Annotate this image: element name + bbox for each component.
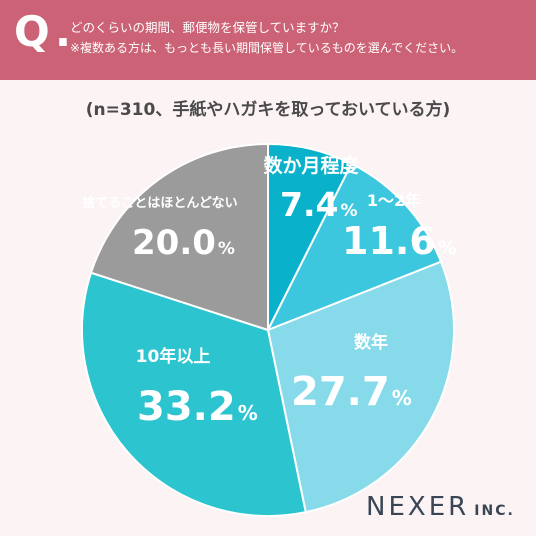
slice-value-rarely-discard: 20.0%	[132, 223, 235, 263]
logo-sub-text: INC.	[474, 503, 515, 519]
slice-label-rarely-discard: 捨てることはほとんどない	[82, 195, 237, 211]
pie-slice-10years	[81, 271, 307, 517]
pie-slice-rarely-discard	[89, 142, 269, 332]
question-text: どのくらいの期間、郵便物を保管していますか？	[70, 20, 345, 35]
slice-label-1-2years: 1〜2年	[367, 191, 421, 210]
slice-label-10years: 10年以上	[136, 346, 211, 367]
pie-slice-1-2years	[265, 162, 443, 332]
slice-value-10years: 33.2%	[137, 384, 258, 430]
pie-slice-several-years	[266, 260, 455, 514]
slice-value-several-years: 27.7%	[291, 369, 412, 415]
logo-main-text: NEXER	[366, 492, 470, 522]
company-logo: NEXER INC.	[366, 492, 515, 522]
slice-value-months: 7.4%	[280, 185, 358, 224]
sample-size-subtitle: (n=310、手紙やハガキを取っておいている方)	[85, 100, 451, 120]
question-note: ※複数ある方は、もっとも長い期間保管しているものを選んでください。	[70, 41, 464, 55]
question-banner: Q . どのくらいの期間、郵便物を保管していますか？ ※複数ある方は、もっとも長…	[0, 0, 536, 80]
slice-label-several-years: 数年	[354, 332, 388, 353]
slice-label-months: 数か月程度	[263, 154, 359, 177]
question-mark-letter: Q	[14, 7, 50, 56]
question-mark-dot: .	[55, 7, 71, 56]
slice-value-1-2years: 11.6%	[342, 219, 457, 263]
